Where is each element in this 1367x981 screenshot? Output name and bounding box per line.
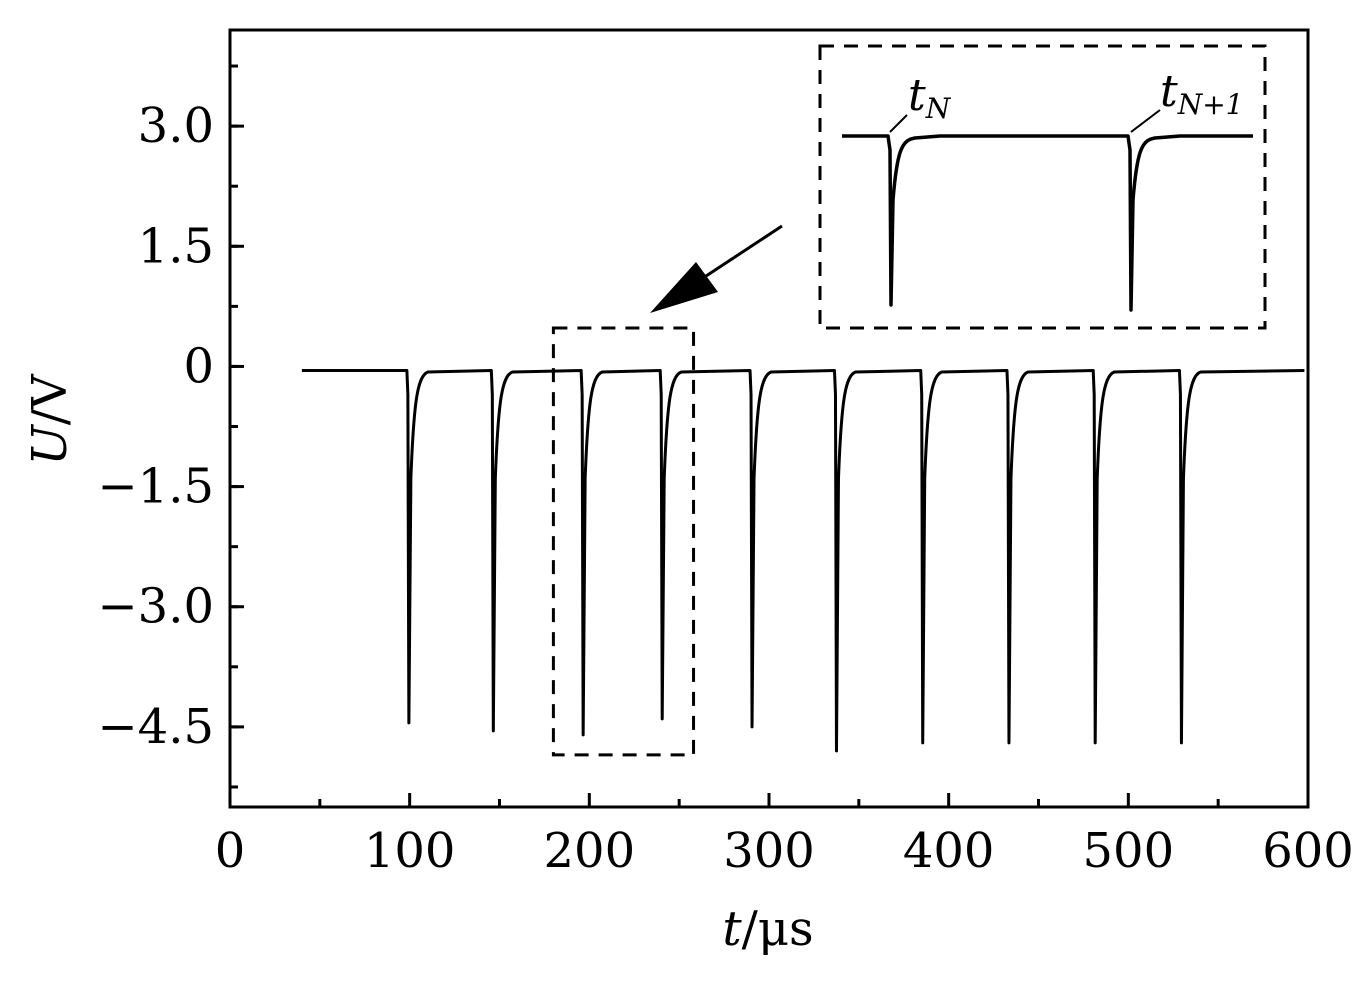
y-tick-label: 3.0 <box>138 98 214 154</box>
x-tick-label: 100 <box>364 823 456 879</box>
axis-ticks <box>228 64 1310 807</box>
y-tick-label: −1.5 <box>97 459 214 515</box>
inset-frame <box>818 44 1267 330</box>
x-tick-label: 400 <box>903 823 995 879</box>
inset: tN tN+1 <box>818 44 1267 330</box>
y-tick-label: −3.0 <box>97 579 214 635</box>
x-tick-label: 200 <box>544 823 636 879</box>
x-tick-label: 600 <box>1262 823 1354 879</box>
x-tick-label: 0 <box>215 823 246 879</box>
x-axis-title: t/μs <box>722 901 813 957</box>
x-tick-label: 300 <box>723 823 815 879</box>
tick-labels: 0 100 200 300 400 500 600 3.0 1.5 0 −1.5 −3.0 −4.5 <box>97 98 1353 879</box>
inset-signal-line <box>842 134 1253 312</box>
signal-line <box>301 368 1305 753</box>
inset-leader-2 <box>1130 109 1161 133</box>
x-tick-label: 500 <box>1083 823 1175 879</box>
highlight-box <box>551 326 696 757</box>
callout-arrow <box>650 224 783 313</box>
y-tick-label: 0 <box>183 338 214 394</box>
inset-label-tn1: tN+1 <box>1160 66 1243 121</box>
y-tick-label: 1.5 <box>138 218 214 274</box>
inset-label-tn: tN <box>908 70 952 125</box>
inset-leader-1 <box>889 114 908 133</box>
plot-frame <box>228 28 1310 809</box>
y-axis-title: U/V <box>22 373 78 466</box>
y-tick-label: −4.5 <box>97 699 214 755</box>
